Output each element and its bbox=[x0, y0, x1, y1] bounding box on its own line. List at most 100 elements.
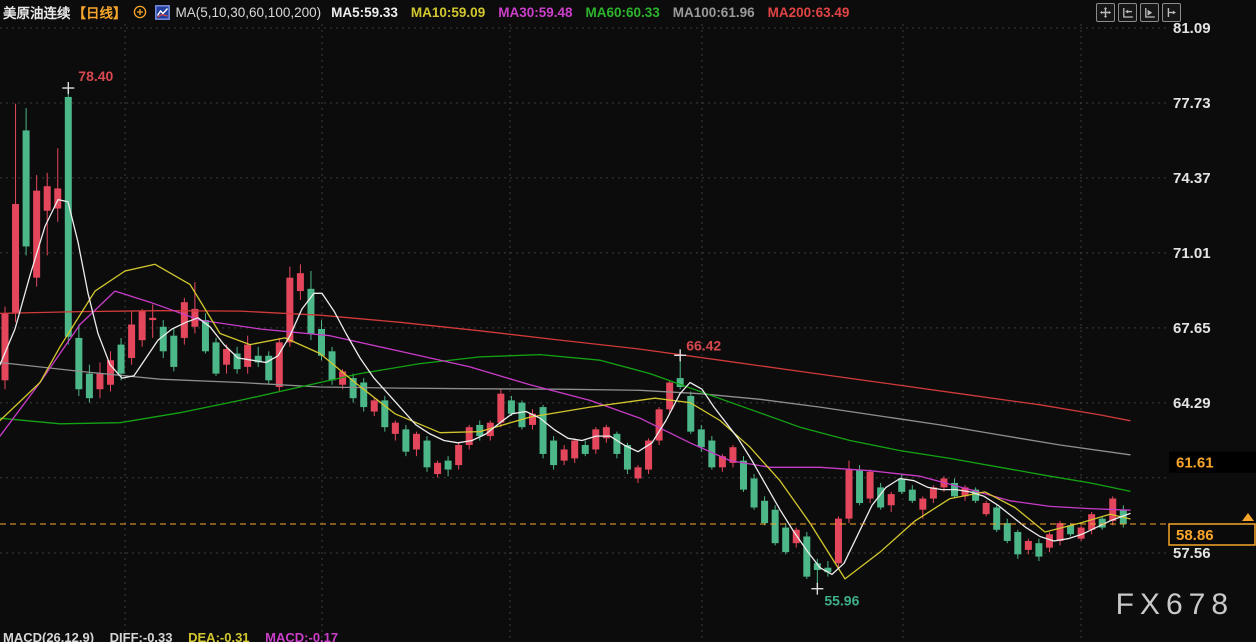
candle bbox=[64, 96, 72, 337]
ma-value: MA10:59.09 bbox=[410, 4, 486, 20]
candle bbox=[117, 344, 125, 374]
price-up-arrow-icon bbox=[1242, 512, 1254, 521]
candle bbox=[803, 536, 811, 577]
candle bbox=[560, 449, 568, 461]
candle bbox=[634, 467, 642, 479]
candle bbox=[666, 382, 674, 410]
go-to-end-icon[interactable] bbox=[1162, 3, 1181, 22]
candle bbox=[1077, 527, 1085, 539]
ma-value: MA200:63.49 bbox=[767, 4, 850, 20]
candle bbox=[1035, 543, 1043, 557]
candle bbox=[370, 400, 378, 412]
candle bbox=[296, 273, 304, 292]
ma-settings-label[interactable]: MA(5,10,30,60,100,200) bbox=[175, 4, 322, 20]
candle bbox=[676, 378, 684, 388]
candle bbox=[349, 378, 357, 399]
candle bbox=[655, 409, 663, 441]
candle bbox=[85, 373, 93, 399]
candle bbox=[1, 313, 9, 381]
y-axis-label: 57.56 bbox=[1173, 545, 1211, 562]
candle bbox=[1014, 532, 1022, 555]
candle bbox=[1098, 518, 1106, 528]
marked-level-box bbox=[1169, 451, 1256, 473]
candle bbox=[286, 277, 294, 343]
candle bbox=[623, 445, 631, 470]
y-axis-label: 71.01 bbox=[1173, 245, 1211, 262]
candle bbox=[982, 503, 990, 515]
candle bbox=[898, 478, 906, 492]
candle bbox=[244, 344, 252, 367]
candle bbox=[592, 429, 600, 450]
macd-settings-label[interactable]: MACD(26,12,9) bbox=[3, 631, 95, 642]
candle bbox=[159, 326, 167, 352]
candle bbox=[22, 130, 30, 247]
pan-right-icon[interactable] bbox=[1140, 3, 1159, 22]
candle bbox=[581, 445, 589, 454]
extreme-price-label: 78.40 bbox=[78, 68, 113, 84]
candle bbox=[1045, 534, 1053, 548]
candle bbox=[771, 509, 779, 544]
candle bbox=[12, 204, 20, 314]
candle bbox=[223, 349, 231, 365]
candle bbox=[697, 429, 705, 448]
ma-line-MA30 bbox=[0, 290, 1131, 511]
candle bbox=[423, 440, 431, 468]
candle bbox=[180, 302, 188, 338]
indicator-chart-icon[interactable] bbox=[154, 4, 170, 20]
candle bbox=[1003, 523, 1011, 541]
add-indicator-icon[interactable] bbox=[133, 5, 147, 19]
candle bbox=[128, 324, 136, 358]
candle bbox=[170, 335, 178, 367]
candle bbox=[328, 351, 336, 381]
candle bbox=[43, 186, 51, 211]
candle bbox=[75, 337, 83, 390]
candle bbox=[729, 447, 737, 463]
candle bbox=[391, 422, 399, 434]
y-axis-label: 81.09 bbox=[1173, 20, 1211, 37]
candle bbox=[233, 353, 241, 370]
candle bbox=[434, 462, 442, 475]
candle bbox=[708, 440, 716, 468]
move-icon[interactable] bbox=[1096, 3, 1115, 22]
candle bbox=[96, 373, 104, 390]
candle bbox=[307, 288, 315, 334]
macd-diff-value: DIFF:-0.33 bbox=[109, 631, 173, 642]
candle bbox=[201, 320, 209, 352]
ma-value: MA60:60.33 bbox=[585, 4, 660, 20]
candle bbox=[856, 469, 864, 504]
candle bbox=[476, 424, 484, 437]
candle bbox=[993, 507, 1001, 530]
current-price-box bbox=[1168, 523, 1256, 546]
period-tag[interactable]: 【日线】 bbox=[72, 6, 127, 21]
macd-dea-value: DEA:-0.31 bbox=[188, 631, 250, 642]
candle bbox=[149, 317, 157, 321]
candle bbox=[1056, 523, 1064, 541]
candle bbox=[529, 413, 536, 425]
ma-line-MA5 bbox=[0, 198, 1131, 576]
candle bbox=[497, 393, 505, 423]
candle bbox=[750, 478, 758, 508]
macd-pane-header: MACD(26,12,9) DIFF:-0.33 DEA:-0.31 MACD:… bbox=[3, 631, 350, 642]
marked-level-label: 61.61 bbox=[1176, 455, 1214, 472]
candle bbox=[645, 440, 653, 470]
candle bbox=[465, 427, 473, 446]
extreme-price-label: 55.96 bbox=[824, 593, 859, 609]
candle bbox=[813, 563, 821, 570]
candle bbox=[402, 429, 410, 452]
candle bbox=[444, 460, 452, 470]
candle bbox=[782, 527, 790, 553]
candle bbox=[455, 445, 463, 466]
candle bbox=[740, 460, 747, 490]
pan-left-icon[interactable] bbox=[1118, 3, 1137, 22]
candle bbox=[792, 529, 800, 544]
candle bbox=[381, 400, 389, 428]
macd-value: MACD:-0.17 bbox=[265, 631, 339, 642]
candle bbox=[1024, 540, 1032, 550]
candle bbox=[613, 433, 621, 454]
y-axis-label: 77.73 bbox=[1173, 95, 1211, 112]
candle bbox=[877, 487, 885, 508]
chart-header: 美原油连续 【日线】 MA(5,10,30,60,100,200) MA5:59… bbox=[3, 2, 862, 22]
candle bbox=[908, 489, 916, 501]
